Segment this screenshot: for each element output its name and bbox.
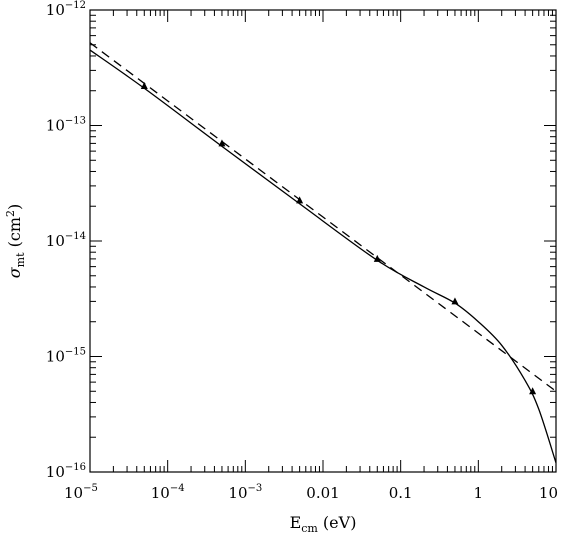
y-tick-label: 10−14 xyxy=(46,231,86,250)
y-tick-label: 10−12 xyxy=(46,0,86,19)
plot-frame xyxy=(89,9,557,473)
x-tick-label: 10−3 xyxy=(228,483,262,502)
tick-labels: 10−5 10−4 10−3 0.01 0.1 1 10 10−16 10−15 10−14 10−… xyxy=(46,0,558,502)
x-tick-label: 1 xyxy=(474,484,484,502)
x-tick-label: 10−5 xyxy=(64,483,98,502)
x-tick-label: 0.1 xyxy=(389,484,413,502)
data-marker-triangle xyxy=(373,254,381,262)
axis-ticks xyxy=(89,10,556,473)
data-series xyxy=(90,42,556,464)
y-tick-label: 10−15 xyxy=(46,347,86,366)
data-marker-triangle xyxy=(451,297,459,305)
x-axis-label: Ecm (eV) xyxy=(290,513,357,534)
y-axis-label: σmt (cm2) xyxy=(4,204,27,279)
y-tick-label: 10−16 xyxy=(46,462,86,481)
data-marker-triangle xyxy=(296,196,304,204)
dashed-fit-line xyxy=(90,42,556,392)
x-tick-label: 0.01 xyxy=(306,484,339,502)
solid-curve-line xyxy=(90,49,556,464)
data-marker-triangle xyxy=(218,139,226,147)
data-marker-triangle xyxy=(529,387,537,395)
data-marker-triangle xyxy=(140,81,148,89)
x-tick-label: 10 xyxy=(539,484,558,502)
x-tick-label: 10−4 xyxy=(151,483,185,502)
y-tick-label: 10−13 xyxy=(46,116,86,135)
